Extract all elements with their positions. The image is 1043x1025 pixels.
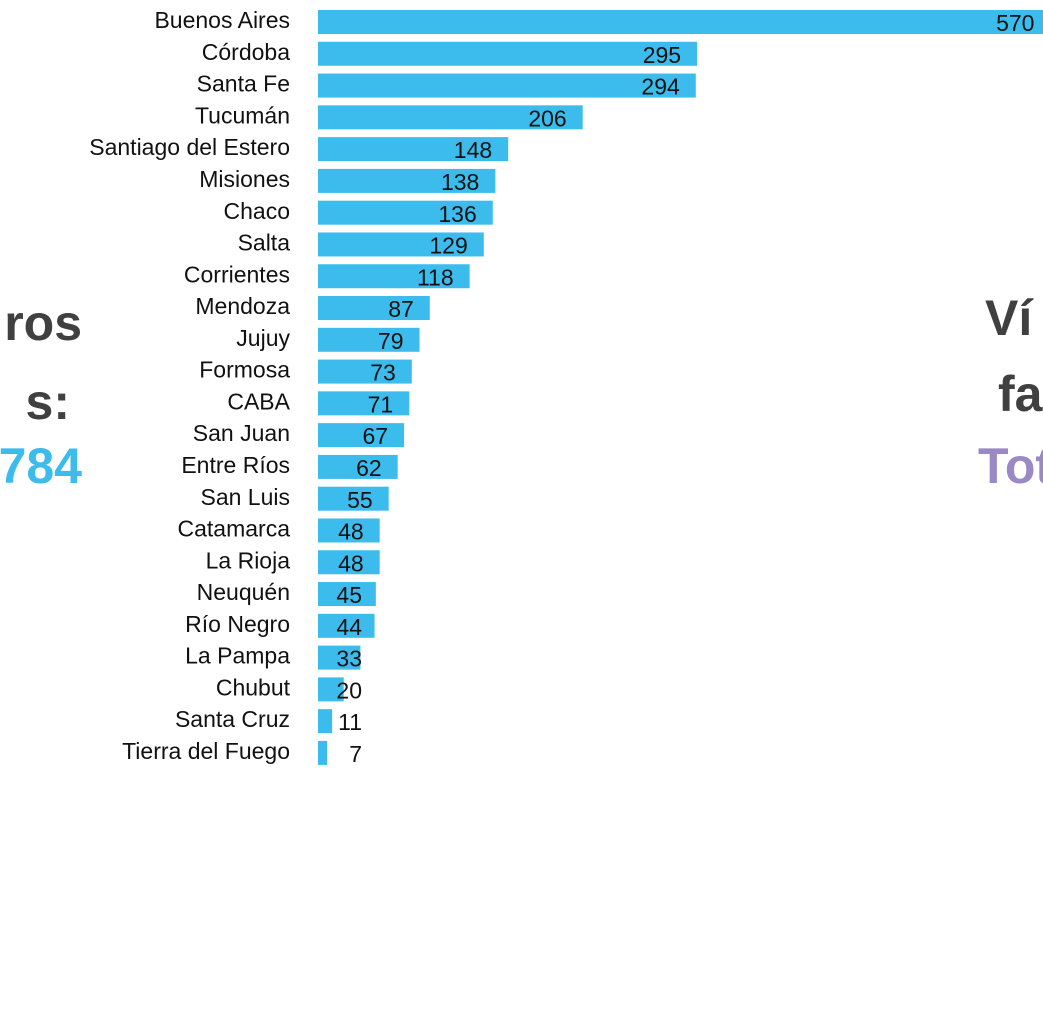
value-label: 148 (454, 137, 492, 163)
value-label: 45 (336, 582, 362, 608)
value-label: 294 (641, 74, 680, 100)
category-label: Corrientes (184, 261, 290, 287)
value-label: 11 (338, 709, 362, 735)
bar (318, 359, 412, 384)
bar (318, 550, 380, 575)
bar (318, 582, 376, 607)
bar (318, 454, 398, 479)
category-label: Neuquén (197, 579, 290, 605)
category-label: Buenos Aires (154, 7, 290, 33)
category-label: Catamarca (178, 516, 291, 542)
bar (318, 327, 420, 352)
category-label: Tierra del Fuego (122, 738, 290, 764)
bar (318, 168, 496, 193)
value-label: 55 (347, 487, 373, 513)
bar (318, 391, 410, 416)
annotation: Tot (978, 438, 1043, 494)
bar (318, 41, 698, 66)
value-label: 295 (643, 42, 681, 68)
value-label: 48 (338, 550, 364, 576)
value-label: 67 (363, 423, 389, 449)
category-label: Jujuy (236, 325, 290, 351)
annotation: 784 (0, 438, 82, 494)
category-label: Salta (238, 230, 291, 256)
value-label: 33 (336, 646, 362, 672)
category-label: San Juan (193, 420, 290, 446)
value-label: 79 (378, 328, 404, 354)
annotation: ros (4, 295, 82, 351)
bar (318, 740, 327, 765)
value-label: 73 (370, 360, 396, 386)
bar (318, 613, 375, 638)
annotation: s: (26, 374, 70, 430)
category-label: Santiago del Estero (89, 134, 290, 160)
value-label: 129 (429, 233, 467, 259)
category-label: Misiones (199, 166, 290, 192)
category-label: La Pampa (185, 643, 290, 669)
value-label: 118 (417, 264, 454, 290)
value-label: 138 (441, 169, 479, 195)
bar (318, 105, 583, 130)
value-label: 136 (438, 201, 476, 227)
category-label: Formosa (199, 357, 290, 383)
bar (318, 645, 361, 670)
bar (318, 486, 389, 511)
category-label: Chaco (224, 198, 290, 224)
value-label: 44 (336, 614, 362, 640)
category-label: San Luis (200, 484, 290, 510)
category-label: Río Negro (185, 611, 290, 637)
bar (318, 73, 696, 98)
value-label: 20 (336, 677, 362, 703)
bar (318, 709, 333, 734)
category-label: Entre Ríos (181, 452, 290, 478)
category-label: La Rioja (206, 547, 291, 573)
bar (318, 137, 509, 162)
bar (318, 232, 484, 257)
value-label: 87 (388, 296, 414, 322)
category-label: Chubut (216, 674, 291, 700)
category-label: CABA (227, 388, 290, 414)
value-label: 48 (338, 519, 364, 545)
value-label: 570 (996, 10, 1034, 36)
annotation: fa (998, 366, 1043, 422)
bar (318, 264, 470, 289)
category-label: Mendoza (195, 293, 290, 319)
bar (318, 677, 344, 702)
value-label: 206 (528, 105, 566, 131)
category-label: Santa Cruz (175, 706, 290, 732)
value-label: 71 (368, 391, 394, 417)
annotation: Ví (985, 290, 1034, 346)
bar (318, 200, 493, 225)
bar (318, 518, 380, 543)
value-label: 7 (349, 741, 362, 767)
category-label: Tucumán (195, 102, 290, 128)
bar (318, 423, 405, 448)
category-label: Córdoba (202, 39, 290, 65)
bar (318, 10, 1043, 34)
value-label: 62 (356, 455, 382, 481)
category-label: Santa Fe (197, 71, 290, 97)
bar (318, 296, 430, 321)
